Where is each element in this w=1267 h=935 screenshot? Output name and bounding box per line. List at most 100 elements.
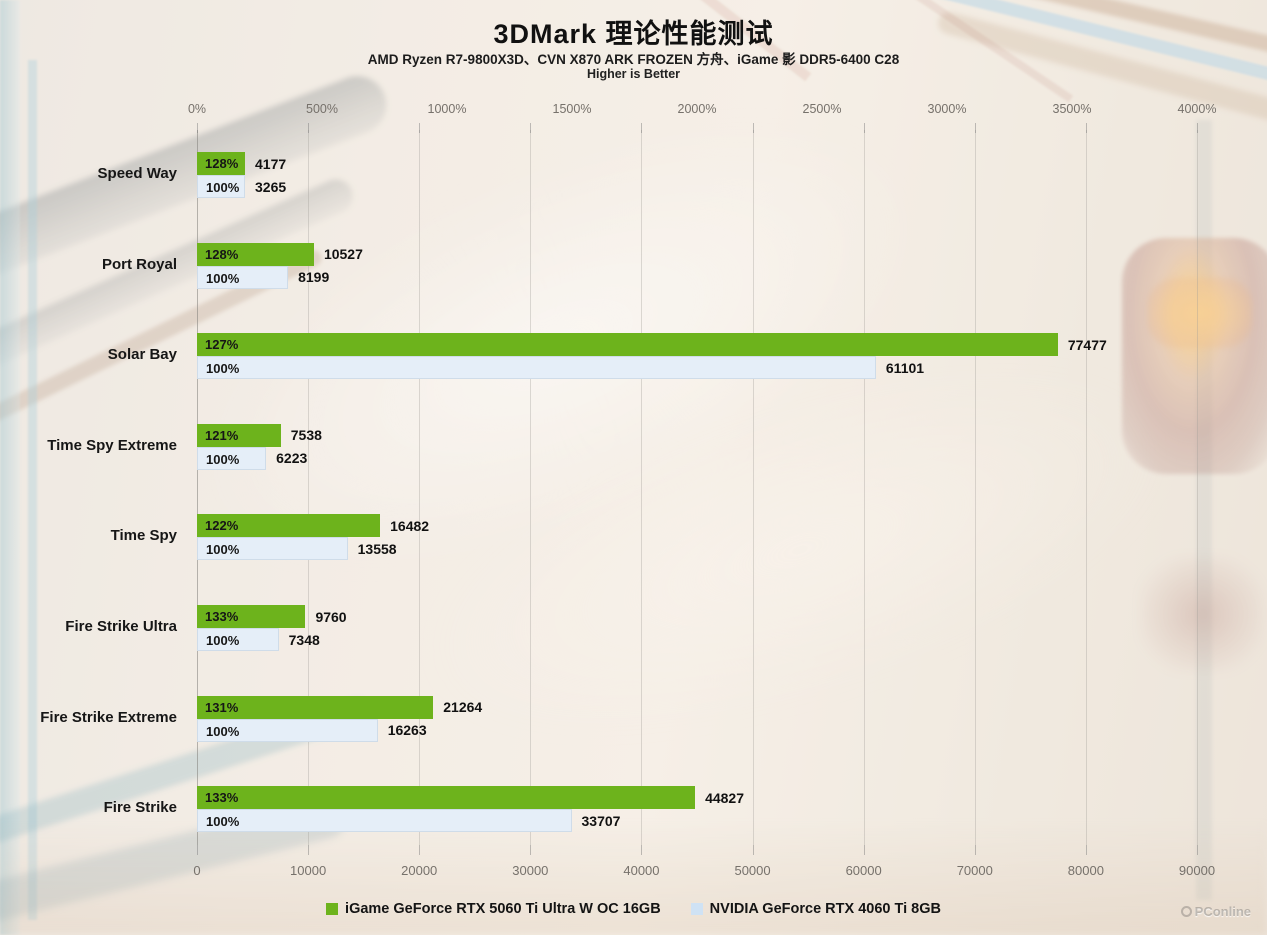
chart-title: 3DMark 理论性能测试 [493,19,774,49]
bar-value-label: 16263 [387,722,427,739]
bottom-axis-tick [1085,845,1087,855]
bottom-axis-tick [530,845,532,855]
legend: iGame GeForce RTX 5060 Ti Ultra W OC 16G… [0,901,1267,917]
bottom-axis-label: 30000 [512,863,549,878]
chart-note: Higher is Better [586,67,681,81]
bar-series1: 128% [197,242,314,266]
legend-item: iGame GeForce RTX 5060 Ti Ultra W OC 16G… [326,901,661,917]
top-axis-tick [530,123,532,133]
bar-percent-label: 133% [205,609,239,624]
top-axis-label: 500% [306,102,338,116]
bottom-axis-tick [641,845,643,855]
bar-series2: 100% [197,446,267,470]
watermark-text: PConline [1194,904,1251,919]
bar-series2: 100% [197,628,279,651]
gridline [641,130,643,845]
bottom-axis-label: 10000 [290,863,327,878]
bar-series2: 100% [197,356,876,380]
category-label: Time Spy [110,527,177,545]
top-axis-label: 2000% [677,102,717,116]
bar-value-label: 6223 [276,450,308,467]
bottom-axis-label: 20000 [401,863,438,878]
top-axis-label: 2500% [802,102,842,116]
category-label: Time Spy Extreme [47,436,177,454]
bar-percent-label: 127% [205,337,239,353]
bar-percent-label: 128% [205,156,239,171]
bottom-axis-tick [197,845,198,855]
bar-percent-label: 100% [206,542,240,558]
bar-value-label: 33707 [581,812,621,829]
bottom-axis-label: 0 [193,863,201,878]
top-axis-label: 1500% [552,102,592,116]
bottom-axis-tick [752,845,754,855]
bottom-axis-tick [1197,845,1198,855]
chart-subtitle: AMD Ryzen R7-9800X3D、CVN X870 ARK FROZEN… [367,52,900,67]
legend-item: NVIDIA GeForce RTX 4060 Ti 8GB [690,901,941,917]
bar-value-label: 16482 [390,517,430,534]
bar-percent-label: 122% [205,518,239,534]
bar-percent-label: 131% [205,699,239,715]
category-label: Fire Strike [103,799,177,817]
bar-value-label: 77477 [1067,336,1107,353]
category-label: Fire Strike Ultra [65,618,177,635]
bar-series1: 121% [197,423,281,447]
gridline [752,130,754,845]
top-axis-tick [641,123,643,133]
top-axis-tick [974,123,976,133]
watermark: PConline [1180,904,1251,919]
bottom-axis-tick [974,845,976,855]
top-axis-tick [1085,123,1087,133]
top-axis-tick [1197,123,1198,133]
bar-series2: 100% [197,718,378,742]
top-axis-label: 1000% [427,102,467,116]
bar-percent-label: 121% [205,427,239,443]
bottom-axis-label: 60000 [845,863,882,878]
bar-series1: 122% [197,514,381,538]
bar-value-label: 61101 [885,359,925,376]
bar-value-label: 21264 [443,699,483,716]
top-axis-label: 3000% [927,102,967,116]
legend-swatch [326,903,339,915]
bar-series1: 131% [197,695,434,719]
bar-series2: 100% [197,175,245,198]
bar-series1: 127% [197,333,1058,357]
category-label: Port Royal [101,255,177,273]
legend-label: NVIDIA GeForce RTX 4060 Ti 8GB [709,901,941,917]
gridline [863,130,865,845]
bottom-axis-tick [863,845,865,855]
gridline [1085,130,1087,845]
top-axis-tick [308,123,310,133]
category-label: Speed Way [97,165,177,182]
bar-value-label: 8199 [298,269,330,286]
gridline [1197,130,1198,845]
bar-value-label: 4177 [255,155,287,172]
bottom-axis-label: 70000 [956,863,993,878]
bottom-axis-label: 40000 [623,863,660,878]
bottom-axis-label: 50000 [734,863,771,878]
bar-percent-label: 100% [206,180,240,195]
bar-value-label: 3265 [255,178,287,195]
bar-value-label: 9760 [315,608,347,625]
top-axis-tick [752,123,754,133]
bar-series2: 100% [197,809,572,833]
legend-swatch [690,903,703,915]
bar-value-label: 13558 [357,540,397,557]
top-axis-tick [197,123,198,133]
bar-series1: 128% [197,152,245,175]
bar-value-label: 7348 [288,631,320,648]
bottom-axis-tick [419,845,421,855]
top-axis-label: 0% [187,102,207,116]
bar-value-label: 7538 [290,427,322,444]
bar-percent-label: 100% [206,723,240,739]
category-label: Fire Strike Extreme [40,708,177,726]
top-axis-label: 4000% [1177,102,1217,116]
bar-value-label: 10527 [323,246,363,263]
top-axis-tick [419,123,421,133]
bar-percent-label: 100% [206,814,240,830]
bar-percent-label: 128% [205,246,239,262]
bar-percent-label: 100% [206,270,240,286]
top-axis-tick [863,123,865,133]
bar-value-label: 44827 [705,789,744,806]
